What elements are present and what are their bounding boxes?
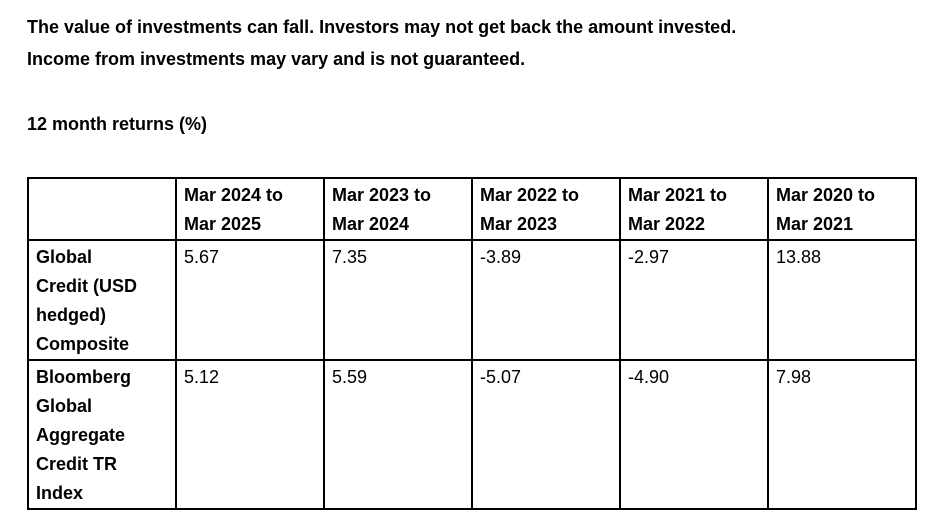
column-header-mar2023-mar2024: Mar 2023 to Mar 2024 — [323, 177, 473, 241]
table-cell: 5.59 — [323, 359, 473, 510]
table-cell: -3.89 — [471, 239, 621, 361]
table-cell: -5.07 — [471, 359, 621, 510]
disclaimer-text: The value of investments can fall. Inves… — [27, 11, 736, 75]
returns-table: Mar 2024 to Mar 2025 Mar 2023 to Mar 202… — [27, 177, 917, 510]
table-cell: -2.97 — [619, 239, 769, 361]
table-cell: 5.67 — [175, 239, 325, 361]
table-cell: 13.88 — [767, 239, 917, 361]
section-title: 12 month returns (%) — [27, 114, 208, 134]
column-header-mar2022-mar2023: Mar 2022 to Mar 2023 — [471, 177, 621, 241]
row-label-global-credit-composite: Global Credit (USD hedged) Composite — [27, 239, 177, 361]
column-header-mar2020-mar2021: Mar 2020 to Mar 2021 — [767, 177, 917, 241]
column-header-mar2021-mar2022: Mar 2021 to Mar 2022 — [619, 177, 769, 241]
row-label-bloomberg-index: Bloomberg Global Aggregate Credit TR Ind… — [27, 359, 177, 510]
table-row-bloomberg-index: Bloomberg Global Aggregate Credit TR Ind… — [27, 359, 917, 510]
disclaimer-line-2: Income from investments may vary and is … — [27, 49, 526, 69]
table-cell: -4.90 — [619, 359, 769, 510]
table-row-global-credit-composite: Global Credit (USD hedged) Composite 5.6… — [27, 239, 917, 361]
table-cell: 5.12 — [175, 359, 325, 510]
disclaimer-line-1: The value of investments can fall. Inves… — [27, 17, 737, 37]
table-corner-cell — [27, 177, 177, 241]
table-cell: 7.35 — [323, 239, 473, 361]
column-header-mar2024-mar2025: Mar 2024 to Mar 2025 — [175, 177, 325, 241]
table-header-row: Mar 2024 to Mar 2025 Mar 2023 to Mar 202… — [27, 177, 917, 241]
table-cell: 7.98 — [767, 359, 917, 510]
